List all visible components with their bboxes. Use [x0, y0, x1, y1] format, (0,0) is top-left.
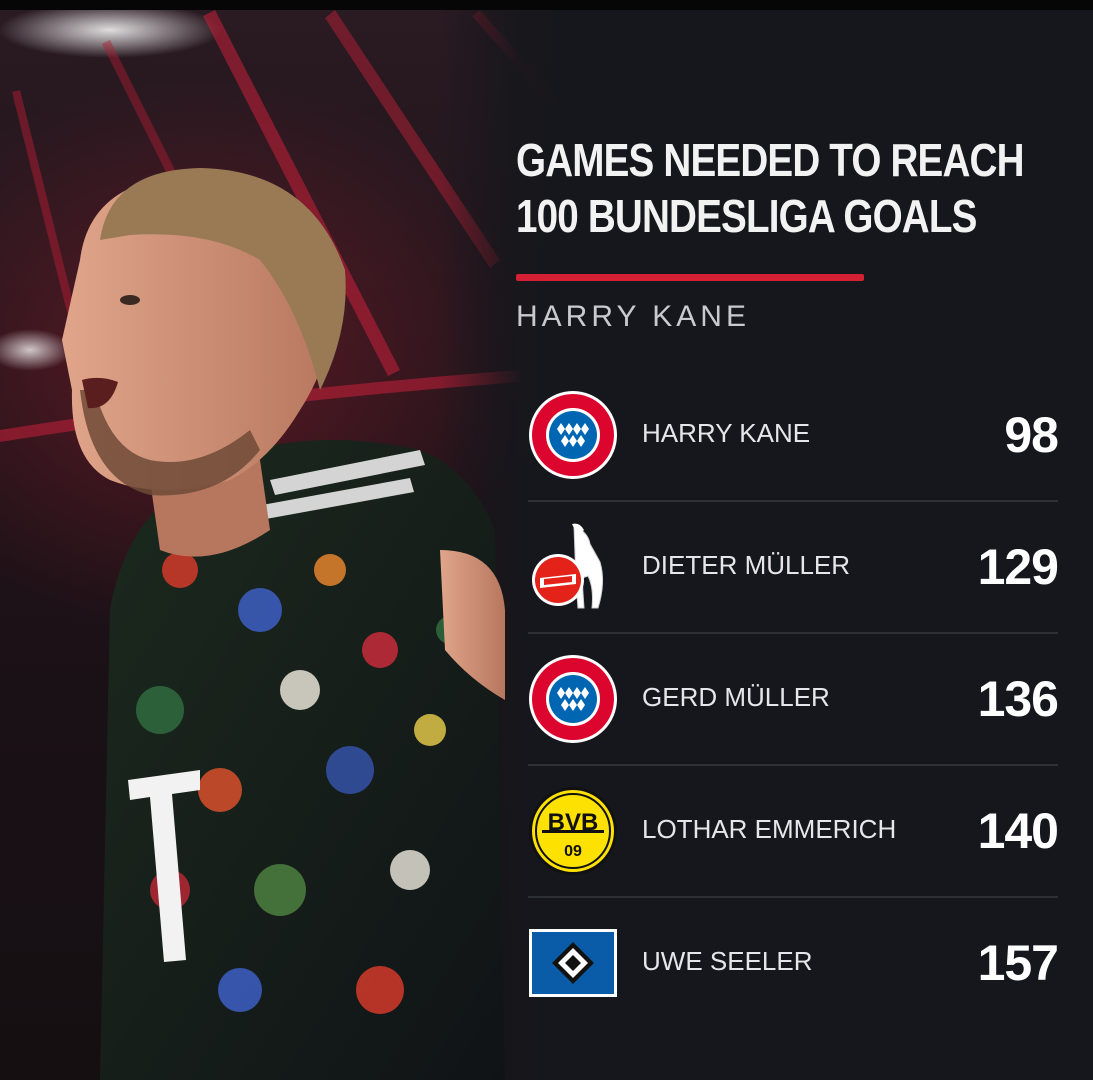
games-count: 98 — [1004, 407, 1059, 463]
player-name: GERD MÜLLER — [642, 682, 830, 712]
list-item: DIETER MÜLLER 129 — [528, 502, 1059, 634]
player-name: HARRY KANE — [642, 418, 811, 448]
player-photo — [62, 168, 505, 1080]
games-count: 157 — [977, 935, 1059, 991]
fc-bayern-munchen-crest-icon — [529, 391, 617, 479]
player-name: UWE SEELER — [642, 946, 813, 976]
list-item: UWE SEELER 157 — [528, 898, 1059, 1028]
games-count: 136 — [977, 671, 1059, 727]
player-name: LOTHAR EMMERICH — [642, 814, 897, 844]
svg-text:BVB: BVB — [548, 809, 599, 836]
bvb-09-crest-icon: BVB 09 — [529, 787, 617, 875]
subtitle: HARRY KANE — [516, 300, 750, 333]
hamburger-sv-crest-icon — [529, 929, 617, 997]
panel-background — [440, 10, 1093, 1080]
games-count: 129 — [977, 539, 1059, 595]
headline: GAMES NEEDED TO REACH 100 BUNDESLIGA GOA… — [516, 132, 1024, 244]
games-count: 140 — [977, 803, 1059, 859]
list-item: HARRY KANE 98 — [528, 370, 1059, 502]
graphic: GAMES NEEDED TO REACH 100 BUNDESLIGA GOA… — [0, 10, 1093, 1080]
fc-bayern-munchen-crest-icon — [529, 655, 617, 743]
accent-divider — [516, 274, 864, 281]
headline-line-2: 100 BUNDESLIGA GOALS — [516, 190, 977, 242]
stats-panel: GAMES NEEDED TO REACH 100 BUNDESLIGA GOA… — [516, 10, 1076, 1080]
svg-text:09: 09 — [564, 843, 582, 860]
1-fc-koln-crest-icon — [532, 523, 604, 609]
list-item: GERD MÜLLER 136 — [528, 634, 1059, 766]
list-item: BVB 09 LOTHAR EMMERICH 140 — [528, 766, 1059, 898]
player-name: DIETER MÜLLER — [642, 550, 851, 580]
headline-line-1: GAMES NEEDED TO REACH — [516, 134, 1024, 186]
ranking-list: HARRY KANE 98 DIETER MÜLLER 129 — [528, 370, 1059, 1028]
top-bar — [0, 0, 1093, 10]
